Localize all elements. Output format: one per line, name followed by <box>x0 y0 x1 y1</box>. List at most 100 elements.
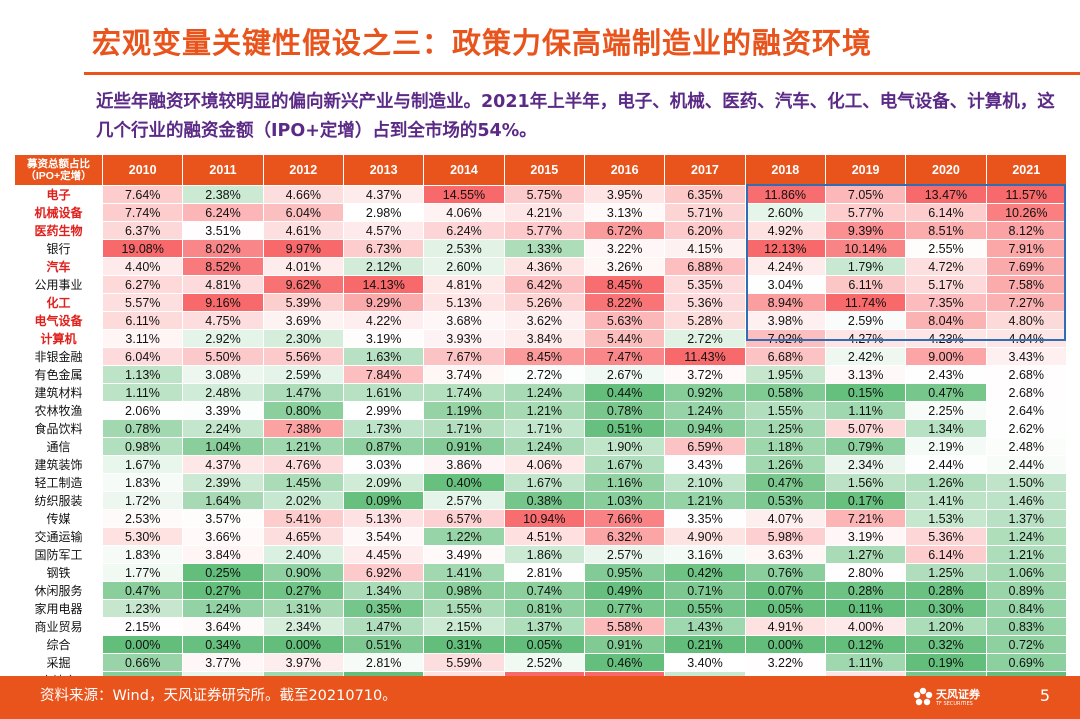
heat-cell: 8.45% <box>583 275 666 294</box>
heat-cell: 0.05% <box>503 635 585 654</box>
heat-cell: 4.75% <box>182 311 264 330</box>
heat-cell: 2.15% <box>101 617 184 636</box>
heat-cell: 4.57% <box>342 221 425 240</box>
heat-cell: 0.31% <box>423 635 505 654</box>
table-row: 纺织服装 1.72% 1.64% 2.02% 0.09% 2.57% 0.38% 1.03% 1… <box>14 491 1067 510</box>
heat-cell: 5.30% <box>101 527 184 546</box>
heat-cell: 6.27% <box>101 275 184 294</box>
heat-cell: 3.43% <box>664 455 746 474</box>
heat-cell: 3.54% <box>342 527 425 546</box>
heat-cell: 5.17% <box>905 275 987 294</box>
heat-cell: 0.69% <box>985 653 1067 672</box>
heat-cell: 4.21% <box>503 203 585 222</box>
heat-cell: 6.59% <box>664 437 746 456</box>
heat-cell: 0.00% <box>744 635 826 654</box>
column-header-2015: 2015 <box>503 154 585 186</box>
heat-cell: 5.07% <box>824 419 907 438</box>
heat-cell: 1.24% <box>503 383 585 402</box>
heat-cell: 1.34% <box>905 419 987 438</box>
row-label: 建筑材料 <box>14 383 103 402</box>
heat-cell: 0.11% <box>824 599 907 618</box>
heat-cell: 7.05% <box>824 185 907 204</box>
heat-cell: 1.33% <box>503 239 585 258</box>
heat-cell: 0.30% <box>905 599 987 618</box>
heat-cell: 0.46% <box>583 653 666 672</box>
table-row: 传媒 2.53% 3.57% 5.41% 5.13% 6.57% 10.94% 7.66% 3.… <box>14 509 1067 528</box>
table-row: 轻工制造 1.83% 2.39% 1.45% 2.09% 0.40% 1.67% 1.16% 2… <box>14 473 1067 492</box>
heat-cell: 9.16% <box>182 293 264 312</box>
heat-cell: 0.12% <box>824 635 907 654</box>
heat-cell: 1.64% <box>182 491 264 510</box>
heat-cell: 2.68% <box>985 365 1067 384</box>
heat-cell: 1.11% <box>824 401 907 420</box>
heat-cell: 11.57% <box>985 185 1067 204</box>
heat-cell: 0.15% <box>824 383 907 402</box>
heat-cell: 9.29% <box>342 293 425 312</box>
row-label: 通信 <box>14 437 103 456</box>
column-header-2013: 2013 <box>342 154 425 186</box>
heat-cell: 1.43% <box>664 617 746 636</box>
table-row: 交通运输 5.30% 3.66% 4.65% 3.54% 1.22% 4.51% 6.32% 4… <box>14 527 1067 546</box>
page-title: 宏观变量关键性假设之三：政策力保高端制造业的融资环境 <box>92 26 873 60</box>
heat-cell: 1.31% <box>262 599 344 618</box>
heat-cell: 7.64% <box>101 185 184 204</box>
heat-cell: 7.66% <box>583 509 666 528</box>
heat-cell: 2.09% <box>342 473 425 492</box>
heat-cell: 4.66% <box>262 185 344 204</box>
heat-cell: 0.71% <box>664 581 746 600</box>
heat-cell: 0.51% <box>583 419 666 438</box>
heat-cell: 2.42% <box>824 347 907 366</box>
heat-cell: 11.43% <box>664 347 746 366</box>
heat-cell: 5.71% <box>664 203 746 222</box>
heat-cell: 7.67% <box>423 347 505 366</box>
row-label: 医药生物 <box>14 221 103 240</box>
heat-cell: 1.26% <box>744 455 826 474</box>
heat-cell: 1.55% <box>744 401 826 420</box>
heat-cell: 8.04% <box>905 311 987 330</box>
heat-cell: 3.11% <box>101 329 184 348</box>
row-label: 采掘 <box>14 653 103 672</box>
heat-cell: 0.79% <box>824 437 907 456</box>
source-note: 资料来源：Wind，天风证券研究所。截至20210710。 <box>40 688 397 704</box>
heat-cell: 0.83% <box>985 617 1067 636</box>
heat-cell: 0.32% <box>905 635 987 654</box>
heat-cell: 6.11% <box>824 275 907 294</box>
table-row: 综合 0.00% 0.34% 0.00% 0.51% 0.31% 0.05% 0.91% 0.2… <box>14 635 1067 654</box>
heat-cell: 3.69% <box>262 311 344 330</box>
heat-cell: 0.53% <box>744 491 826 510</box>
heat-cell: 3.04% <box>744 275 826 294</box>
row-label: 机械设备 <box>14 203 103 222</box>
heat-cell: 2.81% <box>342 653 425 672</box>
heat-cell: 6.14% <box>905 203 987 222</box>
heat-cell: 7.38% <box>262 419 344 438</box>
heat-cell: 0.51% <box>342 635 425 654</box>
heat-cell: 6.72% <box>583 221 666 240</box>
heat-cell: 3.22% <box>583 239 666 258</box>
heat-cell: 3.03% <box>342 455 425 474</box>
heat-cell: 1.83% <box>101 473 184 492</box>
heat-cell: 10.14% <box>824 239 907 258</box>
heat-cell: 4.40% <box>101 257 184 276</box>
heat-cell: 3.72% <box>664 365 746 384</box>
heat-cell: 3.13% <box>824 365 907 384</box>
heat-cell: 6.92% <box>342 563 425 582</box>
heat-cell: 4.23% <box>905 329 987 348</box>
heat-cell: 2.53% <box>423 239 505 258</box>
heat-cell: 5.77% <box>824 203 907 222</box>
heat-cell: 5.57% <box>101 293 184 312</box>
heat-cell: 1.45% <box>262 473 344 492</box>
heat-cell: 0.21% <box>664 635 746 654</box>
heat-cell: 3.43% <box>985 347 1067 366</box>
heat-cell: 2.80% <box>824 563 907 582</box>
heat-cell: 1.22% <box>423 527 505 546</box>
heat-cell: 1.21% <box>262 437 344 456</box>
row-label: 农林牧渔 <box>14 401 103 420</box>
heat-cell: 6.20% <box>664 221 746 240</box>
heat-cell: 1.16% <box>583 473 666 492</box>
heat-cell: 6.42% <box>503 275 585 294</box>
heat-cell: 4.80% <box>985 311 1067 330</box>
heat-cell: 0.98% <box>423 581 505 600</box>
header-row: 募资总额占比（IPO+定增） 2010 2011 2012 2013 2014 2015 2… <box>14 154 1067 186</box>
heat-cell: 6.11% <box>101 311 184 330</box>
heat-cell: 1.73% <box>342 419 425 438</box>
